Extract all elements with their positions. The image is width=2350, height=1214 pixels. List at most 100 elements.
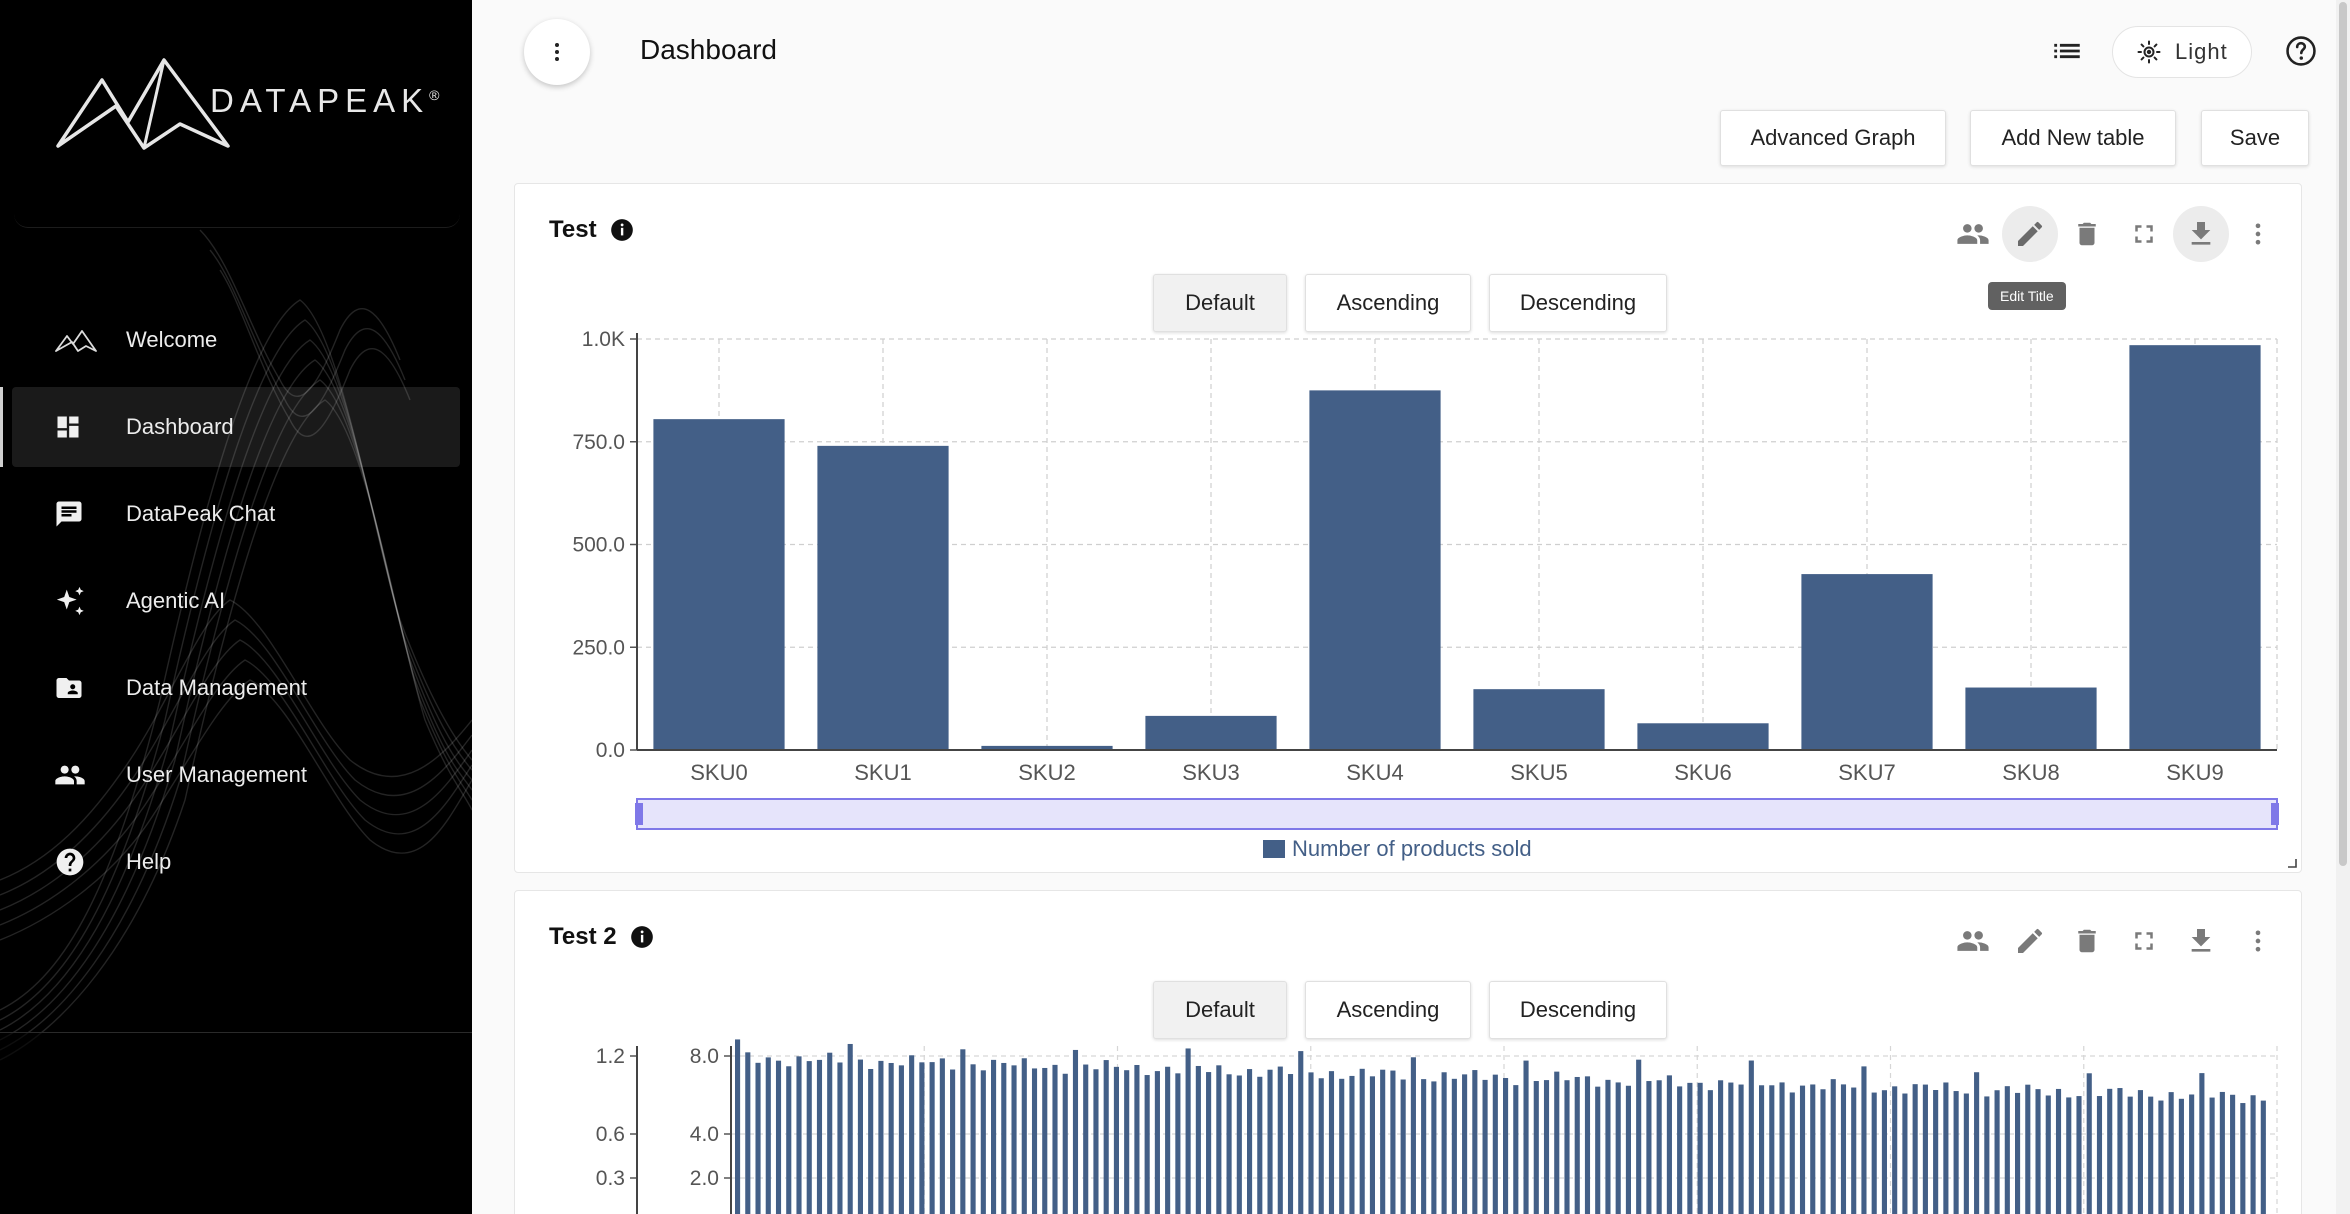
bar[interactable] <box>1666 1075 1672 1214</box>
bar[interactable] <box>2045 1095 2051 1214</box>
advanced-graph-button[interactable]: Advanced Graph <box>1720 110 1946 166</box>
bar[interactable] <box>1042 1067 1048 1214</box>
bar[interactable] <box>1840 1084 1847 1214</box>
bar[interactable] <box>1021 1058 1027 1214</box>
theme-toggle-button[interactable]: Light <box>2112 26 2252 78</box>
zoom-slider-left-handle[interactable] <box>635 803 643 825</box>
sidebar-item-welcome[interactable]: Welcome <box>12 300 460 380</box>
bar-sku9[interactable] <box>2129 345 2261 750</box>
bar[interactable] <box>827 1052 833 1214</box>
bar[interactable] <box>1103 1060 1109 1214</box>
bar[interactable] <box>2230 1094 2236 1214</box>
bar[interactable] <box>1677 1086 1683 1214</box>
bar-sku6[interactable] <box>1637 723 1769 750</box>
bar[interactable] <box>2189 1094 2195 1214</box>
edit-title-button[interactable] <box>2002 206 2058 262</box>
help-button[interactable] <box>2284 34 2318 73</box>
card-more-button[interactable] <box>2230 913 2286 969</box>
sort-descending-button[interactable]: Descending <box>1489 981 1667 1039</box>
bar[interactable] <box>1953 1091 1959 1214</box>
bar[interactable] <box>1359 1068 1365 1214</box>
sidebar-item-agentic-ai[interactable]: Agentic AI <box>12 561 460 641</box>
bar[interactable] <box>755 1062 761 1214</box>
bar[interactable] <box>939 1058 945 1214</box>
bar-sku5[interactable] <box>1473 689 1605 750</box>
bar[interactable] <box>1994 1090 2000 1214</box>
page-scrollbar[interactable] <box>2336 0 2350 1214</box>
download-button[interactable] <box>2173 913 2229 969</box>
share-users-button[interactable] <box>1945 913 2001 969</box>
bar[interactable] <box>1308 1072 1314 1214</box>
bar[interactable] <box>1298 1051 1304 1214</box>
bar[interactable] <box>1595 1086 1601 1214</box>
bar[interactable] <box>2158 1100 2164 1214</box>
save-button[interactable]: Save <box>2201 110 2309 166</box>
resize-handle-icon[interactable] <box>2285 856 2297 868</box>
sidebar-item-help[interactable]: Help <box>12 822 460 902</box>
bar[interactable] <box>1902 1093 1908 1214</box>
bar[interactable] <box>1707 1090 1713 1214</box>
bar[interactable] <box>1871 1092 1877 1214</box>
sidebar-item-datapeak-chat[interactable]: DataPeak Chat <box>12 474 460 554</box>
add-new-table-button[interactable]: Add New table <box>1970 110 2176 166</box>
bar[interactable] <box>775 1060 782 1214</box>
bar[interactable] <box>1390 1070 1396 1214</box>
bar[interactable] <box>2107 1088 2113 1214</box>
bar[interactable] <box>2004 1086 2010 1214</box>
bar[interactable] <box>1933 1090 1939 1214</box>
bar[interactable] <box>1584 1076 1591 1214</box>
bar[interactable] <box>980 1070 986 1214</box>
bar[interactable] <box>1728 1082 1734 1214</box>
bar[interactable] <box>1031 1068 1038 1214</box>
bar[interactable] <box>2250 1095 2256 1214</box>
bar[interactable] <box>1287 1074 1294 1214</box>
bar[interactable] <box>1861 1066 1867 1214</box>
bar-sku2[interactable] <box>981 745 1113 750</box>
bar[interactable] <box>1267 1069 1273 1214</box>
delete-chart-button[interactable] <box>2059 206 2115 262</box>
sort-ascending-button[interactable]: Ascending <box>1305 274 1471 332</box>
more-menu-button[interactable] <box>524 19 590 85</box>
bar[interactable] <box>2086 1073 2092 1214</box>
bar[interactable] <box>1431 1081 1437 1214</box>
bar[interactable] <box>2148 1096 2154 1214</box>
bar[interactable] <box>1380 1069 1386 1214</box>
bar[interactable] <box>1318 1078 1324 1214</box>
bar[interactable] <box>816 1059 823 1214</box>
bar[interactable] <box>765 1057 771 1214</box>
bar[interactable] <box>1328 1071 1335 1214</box>
bar[interactable] <box>1799 1085 1806 1214</box>
bar[interactable] <box>806 1061 812 1214</box>
fullscreen-button[interactable] <box>2116 206 2172 262</box>
bar[interactable] <box>1615 1082 1621 1214</box>
bar[interactable] <box>1441 1072 1447 1214</box>
sidebar-item-user-management[interactable]: User Management <box>12 735 460 815</box>
bar[interactable] <box>950 1069 956 1214</box>
bar[interactable] <box>1482 1079 1488 1214</box>
bar[interactable] <box>1277 1066 1283 1214</box>
bar[interactable] <box>960 1049 966 1214</box>
share-users-button[interactable] <box>1945 206 2001 262</box>
bar[interactable] <box>2035 1089 2041 1214</box>
bar[interactable] <box>1339 1078 1345 1214</box>
bar[interactable] <box>888 1062 894 1214</box>
bar[interactable] <box>1093 1069 1099 1214</box>
bar[interactable] <box>1513 1085 1519 1214</box>
bar[interactable] <box>2066 1097 2072 1214</box>
bar[interactable] <box>847 1043 853 1214</box>
bar[interactable] <box>1748 1060 1754 1214</box>
info-icon[interactable] <box>609 217 635 243</box>
bar[interactable] <box>1779 1082 1785 1214</box>
bar-sku3[interactable] <box>1145 715 1277 750</box>
bar[interactable] <box>1052 1064 1058 1214</box>
bar[interactable] <box>1154 1071 1160 1214</box>
bar-sku0[interactable] <box>653 419 785 750</box>
bar[interactable] <box>2137 1090 2143 1214</box>
bar[interactable] <box>2209 1097 2215 1214</box>
bar-sku7[interactable] <box>1801 574 1933 750</box>
bar[interactable] <box>796 1056 802 1214</box>
bar[interactable] <box>1451 1078 1457 1214</box>
bar[interactable] <box>1247 1069 1253 1214</box>
bar[interactable] <box>2260 1100 2266 1214</box>
bar[interactable] <box>919 1062 925 1214</box>
